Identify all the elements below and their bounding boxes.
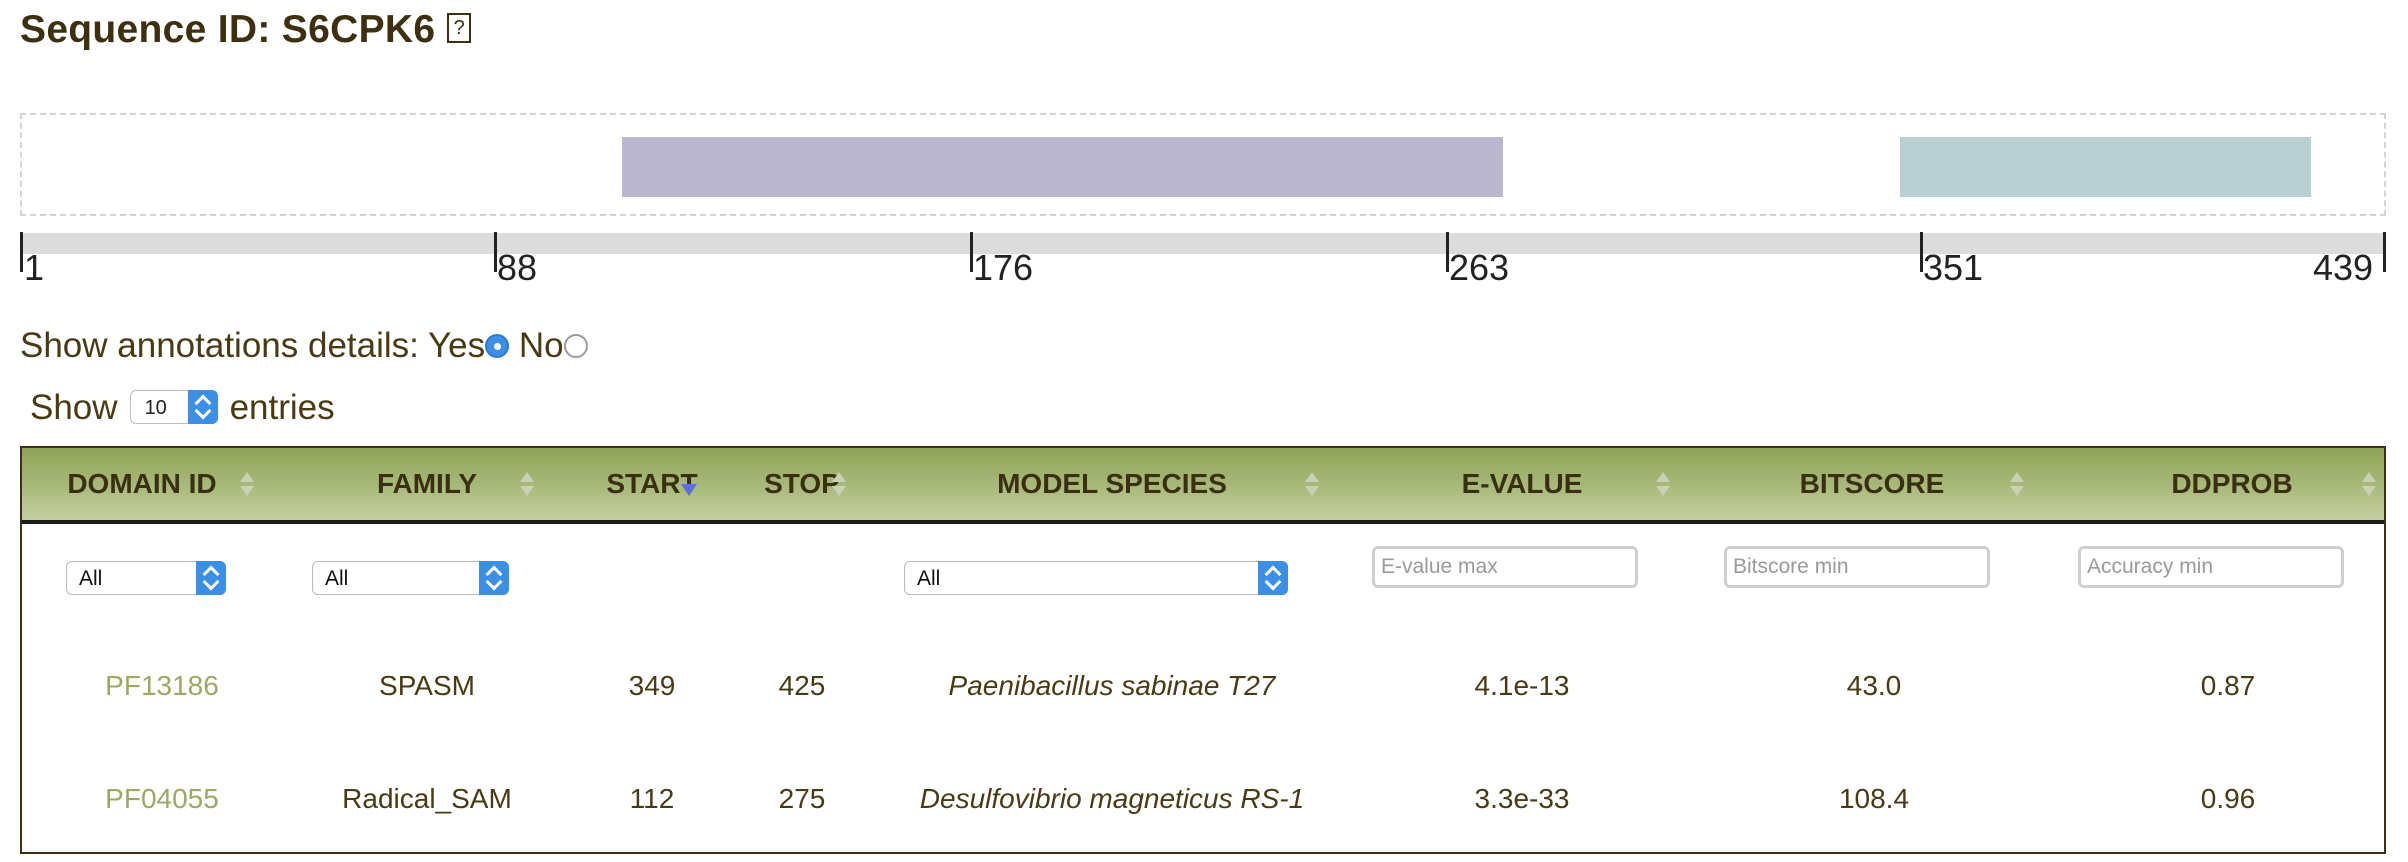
domain-block-pf04055[interactable]: [622, 137, 1503, 197]
ddprob-cell: 0.87: [2200, 670, 2256, 701]
start-cell: 349: [628, 670, 676, 701]
evalue-cell: 4.1e-13: [1474, 670, 1570, 701]
annotations-label: Show annotations details:: [20, 326, 419, 365]
sort-icon[interactable]: [2010, 470, 2024, 498]
column-header-ddprob[interactable]: DDPROB: [2171, 468, 2293, 499]
annotations-no-radio[interactable]: [563, 333, 588, 358]
scale-tick: [20, 232, 23, 272]
scale-tick: [970, 232, 973, 272]
stop-cell: 425: [778, 670, 826, 701]
bitscore-cell: 43.0: [1846, 670, 1902, 701]
sort-descending-icon[interactable]: [681, 484, 697, 496]
sort-icon[interactable]: [240, 470, 254, 498]
scale-tick: [2383, 232, 2386, 272]
stop-cell: 275: [778, 783, 826, 814]
entries-per-page-select[interactable]: 10: [129, 389, 218, 424]
bitscore-min-input[interactable]: [1724, 546, 1990, 588]
scale-tick-label: 351: [1923, 247, 1984, 288]
bitscore-cell: 108.4: [1838, 783, 1910, 814]
annotations-yes-label: Yes: [427, 326, 486, 365]
scale-tick: [1920, 232, 1923, 272]
scale-tick-label: 88: [497, 247, 538, 288]
domain-id-filter[interactable]: All: [66, 561, 226, 595]
chevron-updown-icon: [1258, 561, 1288, 595]
scale-tick-label: 176: [973, 247, 1034, 288]
domain-track: [20, 113, 2386, 216]
ddprob-cell: 0.96: [2200, 783, 2256, 814]
chevron-updown-icon: [479, 561, 509, 595]
length-menu: Show 10 entries: [30, 388, 335, 428]
annotations-no-label: No: [518, 326, 564, 365]
length-menu-suffix: entries: [229, 388, 335, 427]
sort-icon[interactable]: [1305, 470, 1319, 498]
family-cell: SPASM: [379, 670, 475, 701]
sort-icon[interactable]: [2362, 470, 2376, 498]
annotations-toggle: Show annotations details: Yes No: [20, 326, 588, 366]
column-header-stop[interactable]: STOP: [764, 468, 840, 499]
help-icon[interactable]: ?: [447, 12, 472, 43]
column-header-domain-id[interactable]: DOMAIN ID: [67, 468, 217, 499]
scale-tick-label: 1: [24, 247, 45, 288]
annotations-yes-radio[interactable]: [485, 333, 510, 358]
evalue-cell: 3.3e-33: [1474, 783, 1570, 814]
start-cell: 112: [629, 783, 675, 814]
family-cell: Radical_SAM: [342, 783, 512, 814]
sort-icon[interactable]: [520, 470, 534, 498]
species-cell: Paenibacillus sabinae T27: [948, 670, 1276, 701]
column-header-start[interactable]: START: [606, 468, 698, 499]
column-header-family[interactable]: FAMILY: [376, 468, 478, 499]
scale-tick: [494, 232, 497, 272]
chevron-updown-icon: [187, 389, 218, 424]
column-header-bitscore[interactable]: BITSCORE: [1799, 468, 1945, 499]
scale-tick-label: 263: [1449, 247, 1510, 288]
scale-tick-label: 439: [2313, 247, 2374, 288]
model-species-filter[interactable]: All: [904, 561, 1288, 595]
page-title: Sequence ID: S6CPK6?: [20, 8, 472, 52]
species-cell: Desulfovibrio magneticus RS-1: [919, 783, 1305, 814]
table-header: DOMAIN ID FAMILY START STOP MODEL SPECIE…: [22, 448, 2384, 524]
column-header-model-species[interactable]: MODEL SPECIES: [997, 468, 1227, 499]
sort-icon[interactable]: [832, 470, 846, 498]
scale-tick: [1446, 232, 1449, 272]
domain-id-link[interactable]: PF04055: [105, 783, 219, 814]
family-filter[interactable]: All: [312, 561, 509, 595]
domain-block-pf13186[interactable]: [1900, 137, 2311, 197]
chevron-updown-icon: [196, 561, 226, 595]
column-header-evalue[interactable]: E-VALUE: [1461, 468, 1583, 499]
accuracy-min-input[interactable]: [2078, 546, 2344, 588]
evalue-max-input[interactable]: [1372, 546, 1638, 588]
sequence-scale-bar: [22, 233, 2384, 254]
domain-id-link[interactable]: PF13186: [105, 670, 219, 701]
domains-table: DOMAIN ID FAMILY START STOP MODEL SPECIE…: [20, 446, 2386, 854]
sort-icon[interactable]: [1656, 470, 1670, 498]
length-menu-prefix: Show: [30, 388, 118, 427]
